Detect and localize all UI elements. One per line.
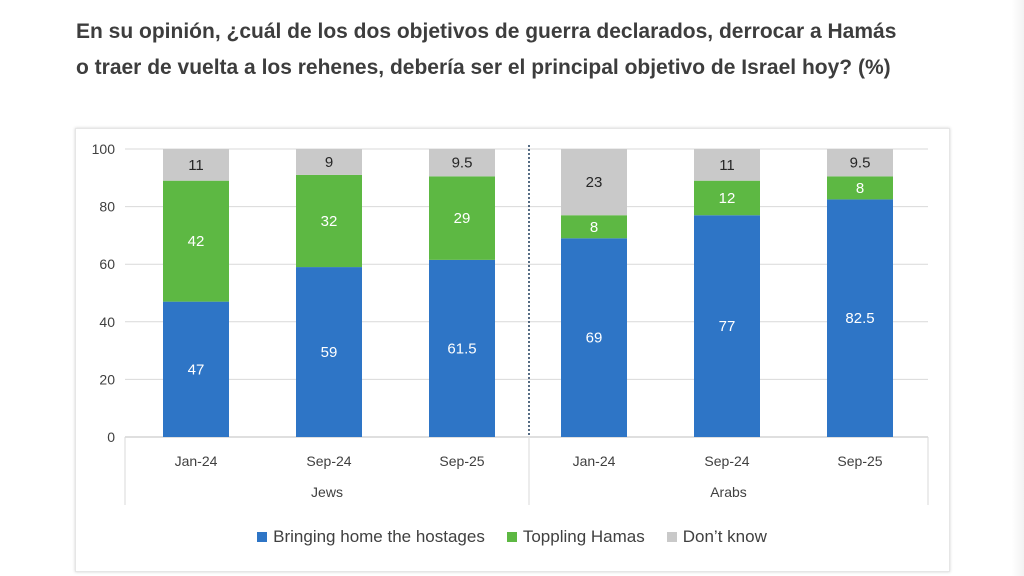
data-label-dont-know: 9.5 <box>452 155 473 172</box>
data-label-toppling-hamas: 32 <box>321 213 338 230</box>
y-tick-label: 40 <box>99 314 115 330</box>
y-axis-ticks: 0 20 40 60 80 100 <box>92 141 116 445</box>
x-category-label: Sep-24 <box>704 453 749 469</box>
data-label-hostages: 69 <box>586 330 603 347</box>
legend-item-hostages: Bringing home the hostages <box>257 527 485 547</box>
data-label-dont-know: 9.5 <box>850 155 871 172</box>
bar-segment-hostages <box>429 259 495 437</box>
bar-segment-dont-know <box>429 149 495 177</box>
data-label-dont-know: 11 <box>188 157 204 174</box>
data-label-hostages: 59 <box>321 344 338 361</box>
x-category-label: Jan-24 <box>573 453 616 469</box>
data-label-hostages: 77 <box>719 318 736 335</box>
legend: Bringing home the hostages Toppling Hama… <box>0 526 1024 548</box>
legend-swatch-hamas <box>506 532 517 542</box>
x-axis-categories: Jan-24 Sep-24 Sep-25 Jan-24 Sep-24 Sep-25 <box>175 453 883 469</box>
x-category-label: Sep-25 <box>439 453 484 469</box>
data-label-dont-know: 11 <box>719 157 735 174</box>
legend-item-hamas: Toppling Hamas <box>506 527 645 547</box>
data-label-dont-know: 23 <box>586 174 603 191</box>
bar-segment-toppling-hamas <box>296 174 362 268</box>
bar-segment-dont-know <box>827 149 893 177</box>
data-label-toppling-hamas: 42 <box>188 233 205 250</box>
data-label-toppling-hamas: 29 <box>454 210 471 227</box>
data-label-dont-know: 9 <box>325 154 333 171</box>
y-tick-label: 60 <box>99 256 115 272</box>
bar-segment-hostages <box>163 301 229 437</box>
bar-segment-hostages <box>827 199 893 437</box>
y-tick-label: 80 <box>99 199 115 215</box>
bar-segment-dont-know <box>694 149 760 181</box>
y-tick-label: 0 <box>107 429 115 445</box>
chart-title: En su opinión, ¿cuál de los dos objetivo… <box>76 20 897 79</box>
legend-label-hamas: Toppling Hamas <box>522 527 645 546</box>
bar-segment-hostages <box>296 267 362 437</box>
bar-segment-dont-know <box>561 149 627 216</box>
data-label-hostages: 82.5 <box>845 310 874 327</box>
legend-swatch-hostages <box>257 532 268 542</box>
y-tick-label: 20 <box>99 371 115 387</box>
bar-segment-hostages <box>694 215 760 437</box>
bar-segment-toppling-hamas <box>827 176 893 200</box>
gridlines <box>124 145 929 505</box>
data-label-hostages: 61.5 <box>447 340 476 357</box>
data-label-toppling-hamas: 8 <box>590 219 598 236</box>
bar-segment-hostages <box>561 238 627 437</box>
bar-segment-toppling-hamas <box>163 180 229 302</box>
bar-segment-toppling-hamas <box>561 215 627 239</box>
data-label-hostages: 47 <box>188 361 205 378</box>
data-label-toppling-hamas: 8 <box>856 180 864 197</box>
y-tick-label: 100 <box>92 141 116 157</box>
bars <box>163 149 893 437</box>
data-label-toppling-hamas: 12 <box>719 190 736 207</box>
bar-segment-toppling-hamas <box>429 176 495 260</box>
bar-segment-dont-know <box>163 149 229 181</box>
x-category-label: Jan-24 <box>175 453 218 469</box>
x-group-label: Jews <box>311 484 343 500</box>
x-axis-groups: Jews Arabs <box>311 484 747 500</box>
legend-swatch-dont-know <box>666 532 677 542</box>
x-group-label: Arabs <box>710 484 747 500</box>
legend-label-hostages: Bringing home the hostages <box>273 527 485 546</box>
legend-item-dont-know: Don’t know <box>666 527 767 547</box>
x-category-label: Sep-24 <box>306 453 351 469</box>
x-category-label: Sep-25 <box>837 453 882 469</box>
data-labels: 47 42 11 59 32 9 61.5 29 9.5 69 8 23 77 12 11 82.5 8 9.5 <box>188 154 875 378</box>
bar-segment-toppling-hamas <box>694 180 760 216</box>
window-edge <box>1012 0 1024 576</box>
legend-label-dont-know: Don’t know <box>682 527 767 546</box>
bar-segment-dont-know <box>296 149 362 175</box>
